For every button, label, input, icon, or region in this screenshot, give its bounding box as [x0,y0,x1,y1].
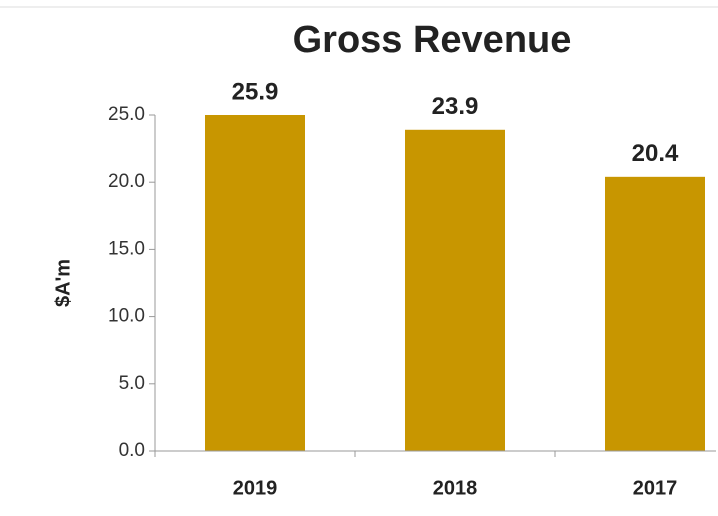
data-label: 20.4 [632,140,679,167]
y-tick-label: 15.0 [108,238,145,259]
y-tick-label: 0.0 [119,440,145,461]
chart-title: Gross Revenue [293,19,572,61]
y-tick-label: 20.0 [108,171,145,192]
y-axis-label: $A'm [52,259,74,307]
y-tick-label: 10.0 [108,306,145,327]
plot-area [205,115,705,451]
bar [205,115,305,451]
bar [605,176,705,451]
x-tick-label: 2019 [233,477,278,499]
x-tick-label: 2017 [633,477,678,499]
bar [405,129,505,451]
x-tick-label: 2018 [433,477,478,499]
data-label: 23.9 [432,93,479,120]
data-label: 25.9 [232,78,279,105]
y-tick-label: 25.0 [108,104,145,125]
y-tick-label: 5.0 [119,373,145,394]
